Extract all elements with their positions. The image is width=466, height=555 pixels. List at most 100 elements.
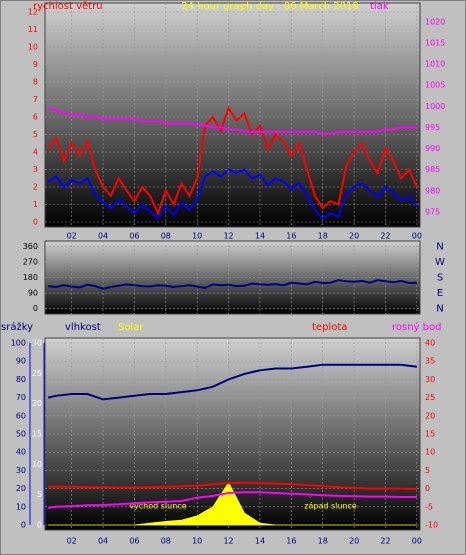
y-tick-label: 3 bbox=[33, 165, 38, 174]
y-tick-label: 10 bbox=[32, 460, 42, 469]
y2-tick-label: 1010 bbox=[425, 60, 445, 69]
y-tick-label: 6 bbox=[33, 113, 38, 122]
y-tick-label: 15 bbox=[425, 430, 435, 439]
y-tick-label: 60 bbox=[16, 411, 26, 420]
y-tick-label: 50 bbox=[16, 430, 26, 439]
y-tick-label: 20 bbox=[425, 411, 435, 420]
x-tick-label: 02 bbox=[67, 232, 77, 241]
y-tick-label: 10 bbox=[28, 43, 38, 52]
y-tick-label: 1 bbox=[33, 200, 38, 209]
legend-label: rosný bod bbox=[392, 321, 441, 333]
y-tick-label: 10 bbox=[425, 448, 435, 457]
direction-label: E bbox=[437, 288, 443, 299]
x-tick-label: 12 bbox=[223, 232, 233, 241]
y-tick-label: 5 bbox=[33, 130, 38, 139]
y-tick-label: 25 bbox=[425, 393, 435, 402]
x-tick-label: 22 bbox=[380, 537, 390, 546]
annotation: západ slunce bbox=[304, 502, 357, 511]
y-tick-label: 25 bbox=[32, 369, 42, 378]
x-tick-label: 00 bbox=[412, 232, 422, 241]
direction-label: N bbox=[436, 304, 443, 315]
x-tick-label: 02 bbox=[67, 537, 77, 546]
solar-area bbox=[48, 481, 417, 526]
y-tick-label: 15 bbox=[32, 430, 42, 439]
series-line bbox=[48, 481, 417, 490]
x-tick-label: 08 bbox=[161, 232, 171, 241]
y-tick-label: 7 bbox=[33, 95, 38, 104]
x-tick-label: 10 bbox=[192, 537, 202, 546]
y-tick-label: 0 bbox=[21, 521, 26, 530]
y-tick-label: 30 bbox=[425, 375, 435, 384]
y-tick-label: 30 bbox=[16, 466, 26, 475]
y-tick-label: 30 bbox=[32, 339, 42, 348]
x-tick-label: 22 bbox=[380, 232, 390, 241]
chart-title: 24 hour graph day : 06 March 2018 bbox=[181, 1, 359, 12]
x-tick-label: 00 bbox=[412, 537, 422, 546]
y-tick-label: 80 bbox=[16, 375, 26, 384]
series-line bbox=[47, 106, 418, 217]
x-tick-label: 18 bbox=[318, 537, 328, 546]
y-tick-label: -5 bbox=[425, 502, 433, 511]
y-tick-label: 0 bbox=[425, 484, 430, 493]
y-tick-label: 70 bbox=[16, 393, 26, 402]
x-tick-label: 14 bbox=[255, 537, 265, 546]
y-tick-label: 270 bbox=[23, 257, 38, 266]
x-tick-label: 16 bbox=[286, 232, 296, 241]
y-tick-label: 12 bbox=[28, 8, 38, 17]
x-tick-label: 06 bbox=[129, 232, 139, 241]
y2-tick-label: 990 bbox=[425, 144, 440, 153]
legend-label: vlhkost bbox=[65, 322, 101, 333]
annotation: východ slunce bbox=[129, 502, 186, 511]
y-tick-label: 100 bbox=[11, 339, 26, 348]
x-tick-label: 20 bbox=[349, 537, 359, 546]
direction-label: N bbox=[436, 241, 443, 252]
y2-tick-label: 975 bbox=[425, 207, 440, 216]
y-tick-label: 180 bbox=[23, 273, 38, 282]
y-tick-label: 8 bbox=[33, 78, 38, 87]
x-tick-label: 04 bbox=[98, 537, 108, 546]
y2-tick-label: 1015 bbox=[425, 38, 445, 47]
x-tick-label: 12 bbox=[223, 537, 233, 546]
y2-tick-label: 1005 bbox=[425, 81, 445, 90]
y-tick-label: 5 bbox=[425, 466, 430, 475]
y-tick-label: 40 bbox=[16, 448, 26, 457]
y-tick-label: 20 bbox=[16, 484, 26, 493]
legend-label: Solar bbox=[118, 322, 144, 333]
y-tick-label: 0 bbox=[33, 304, 38, 313]
series-line bbox=[47, 107, 417, 135]
y-tick-label: 10 bbox=[16, 502, 26, 511]
y-tick-label: 90 bbox=[28, 289, 38, 298]
y-axis-title: rychlost větru bbox=[33, 0, 103, 12]
x-tick-label: 06 bbox=[129, 537, 139, 546]
y2-tick-label: 995 bbox=[425, 123, 440, 132]
y-tick-label: 2 bbox=[33, 183, 38, 192]
x-tick-label: 18 bbox=[318, 232, 328, 241]
y-tick-label: 4 bbox=[33, 148, 38, 157]
series-line bbox=[47, 363, 418, 401]
y2-tick-label: 1020 bbox=[425, 17, 445, 26]
x-tick-label: 04 bbox=[98, 232, 108, 241]
y2-tick-label: 985 bbox=[425, 165, 440, 174]
y-tick-label: 90 bbox=[16, 357, 26, 366]
y-tick-label: -10 bbox=[425, 521, 438, 530]
x-tick-label: 08 bbox=[161, 537, 171, 546]
y-tick-label: 35 bbox=[425, 357, 435, 366]
y-tick-label: 0 bbox=[37, 521, 42, 530]
y2-axis-title: tlak bbox=[370, 1, 389, 12]
legend-label: teplota bbox=[312, 322, 347, 333]
y2-tick-label: 980 bbox=[425, 186, 440, 195]
x-tick-label: 16 bbox=[286, 537, 296, 546]
y-tick-label: 20 bbox=[32, 399, 42, 408]
y-tick-label: 0 bbox=[33, 218, 38, 227]
y-tick-label: 5 bbox=[37, 490, 42, 499]
series-line bbox=[47, 168, 418, 221]
y-axis-title: srážky bbox=[1, 321, 33, 333]
y-tick-label: 360 bbox=[23, 242, 38, 251]
y-tick-label: 40 bbox=[425, 339, 435, 348]
series-line bbox=[47, 279, 417, 290]
series-line bbox=[47, 491, 417, 509]
x-tick-label: 14 bbox=[255, 232, 265, 241]
y2-tick-label: 1000 bbox=[425, 102, 445, 111]
y-tick-label: 9 bbox=[33, 60, 38, 69]
